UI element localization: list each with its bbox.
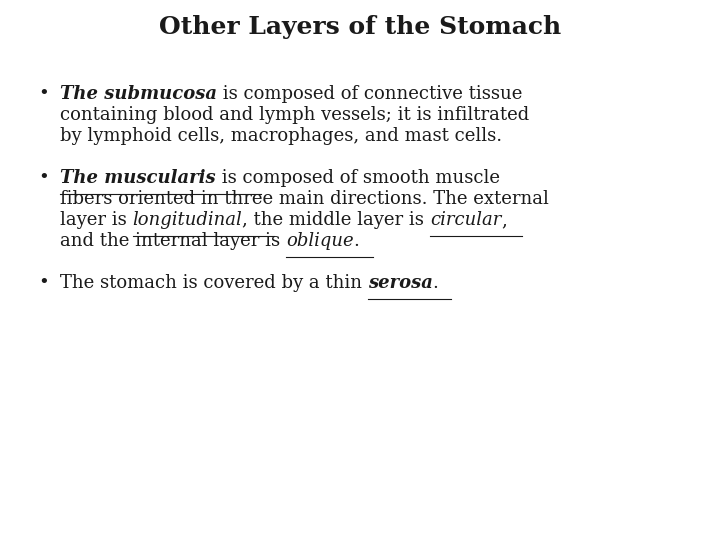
Text: fibers oriented in three main directions. The external: fibers oriented in three main directions…	[60, 190, 549, 208]
Text: is composed of smooth muscle: is composed of smooth muscle	[215, 169, 500, 187]
Text: oblique: oblique	[286, 232, 354, 250]
Text: longitudinal: longitudinal	[132, 211, 242, 229]
Text: The muscularis: The muscularis	[60, 169, 215, 187]
Text: The stomach is covered by a thin: The stomach is covered by a thin	[60, 274, 368, 292]
Text: circular: circular	[430, 211, 501, 229]
Text: containing blood and lymph vessels; it is infiltrated: containing blood and lymph vessels; it i…	[60, 106, 529, 124]
Text: is composed of connective tissue: is composed of connective tissue	[217, 85, 523, 103]
Text: .: .	[354, 232, 359, 250]
Text: •: •	[38, 85, 49, 103]
Text: •: •	[38, 169, 49, 187]
Text: ,: ,	[501, 211, 507, 229]
Text: layer is: layer is	[60, 211, 132, 229]
Text: , the middle layer is: , the middle layer is	[242, 211, 430, 229]
Text: Other Layers of the Stomach: Other Layers of the Stomach	[159, 15, 561, 39]
Text: .: .	[433, 274, 438, 292]
Text: The submucosa: The submucosa	[60, 85, 217, 103]
Text: and the internal layer is: and the internal layer is	[60, 232, 286, 250]
Text: serosa: serosa	[368, 274, 433, 292]
Text: by lymphoid cells, macrophages, and mast cells.: by lymphoid cells, macrophages, and mast…	[60, 127, 502, 145]
Text: •: •	[38, 274, 49, 292]
